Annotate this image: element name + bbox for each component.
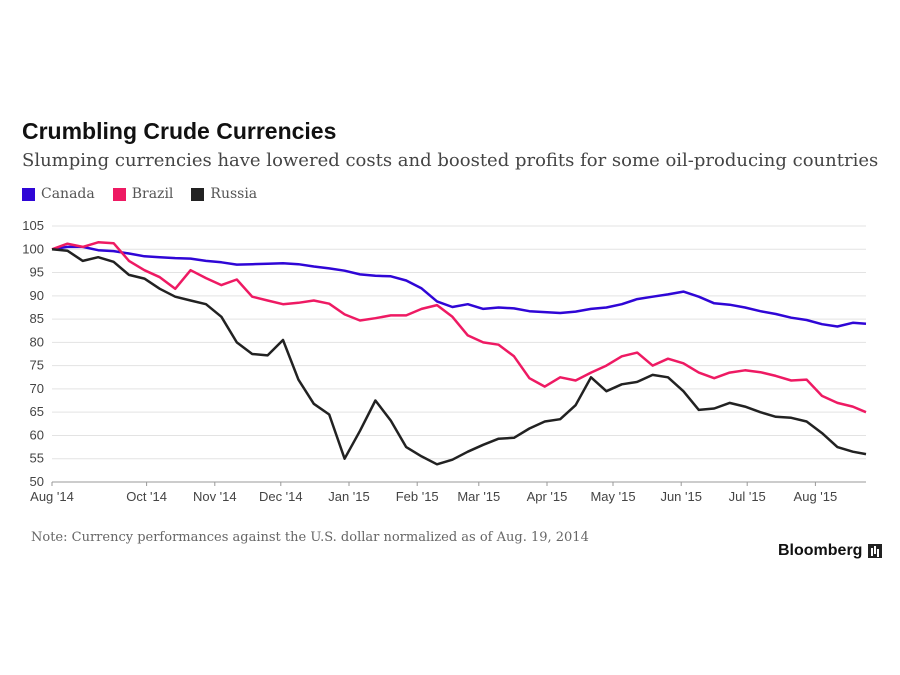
x-tick-label: May '15 xyxy=(590,489,635,504)
chart-subtitle: Slumping currencies have lowered costs a… xyxy=(22,150,879,171)
brand-logo: Bloomberg xyxy=(778,542,883,560)
x-tick-label: Jun '15 xyxy=(660,489,702,504)
chart-title: Crumbling Crude Currencies xyxy=(22,118,337,144)
brand-name: Bloomberg xyxy=(778,542,863,559)
x-tick-label: Dec '14 xyxy=(259,489,303,504)
legend-item-brazil: Brazil xyxy=(112,186,174,202)
x-tick-label: Feb '15 xyxy=(396,489,439,504)
x-tick-label: Jan '15 xyxy=(328,489,370,504)
x-tick-label: Aug '15 xyxy=(794,489,838,504)
y-tick-label: 90 xyxy=(30,288,44,303)
legend-label: Canada xyxy=(41,186,95,202)
y-tick-label: 100 xyxy=(22,241,44,256)
legend-swatch xyxy=(112,187,126,201)
footnote: Note: Currency performances against the … xyxy=(31,530,589,545)
y-tick-label: 95 xyxy=(30,265,44,280)
legend-label: Brazil xyxy=(131,186,174,202)
y-tick-label: 55 xyxy=(30,451,44,466)
y-tick-label: 105 xyxy=(22,218,44,233)
y-tick-label: 80 xyxy=(30,334,44,349)
legend: Canada Brazil Russia xyxy=(22,186,257,202)
y-tick-label: 50 xyxy=(30,474,44,489)
legend-label: Russia xyxy=(210,186,258,202)
x-tick-label: Oct '14 xyxy=(126,489,167,504)
series-line-russia xyxy=(51,248,867,466)
legend-swatch xyxy=(191,187,205,201)
series-line-brazil xyxy=(51,241,867,414)
x-tick-label: Mar '15 xyxy=(457,489,500,504)
x-tick-label: Jul '15 xyxy=(729,489,766,504)
x-tick-label: Apr '15 xyxy=(527,489,568,504)
y-tick-label: 85 xyxy=(30,311,44,326)
bars-icon xyxy=(868,544,883,558)
legend-swatch xyxy=(22,187,35,201)
x-tick-label: Nov '14 xyxy=(193,489,237,504)
legend-item-russia: Russia xyxy=(191,186,257,202)
y-tick-label: 75 xyxy=(30,358,44,373)
y-tick-label: 65 xyxy=(30,404,44,419)
x-tick-label: Aug '14 xyxy=(30,489,74,504)
y-tick-label: 70 xyxy=(30,381,44,396)
legend-item-canada: Canada xyxy=(22,186,95,202)
y-tick-label: 60 xyxy=(30,427,44,442)
series-line-canada xyxy=(51,245,867,328)
